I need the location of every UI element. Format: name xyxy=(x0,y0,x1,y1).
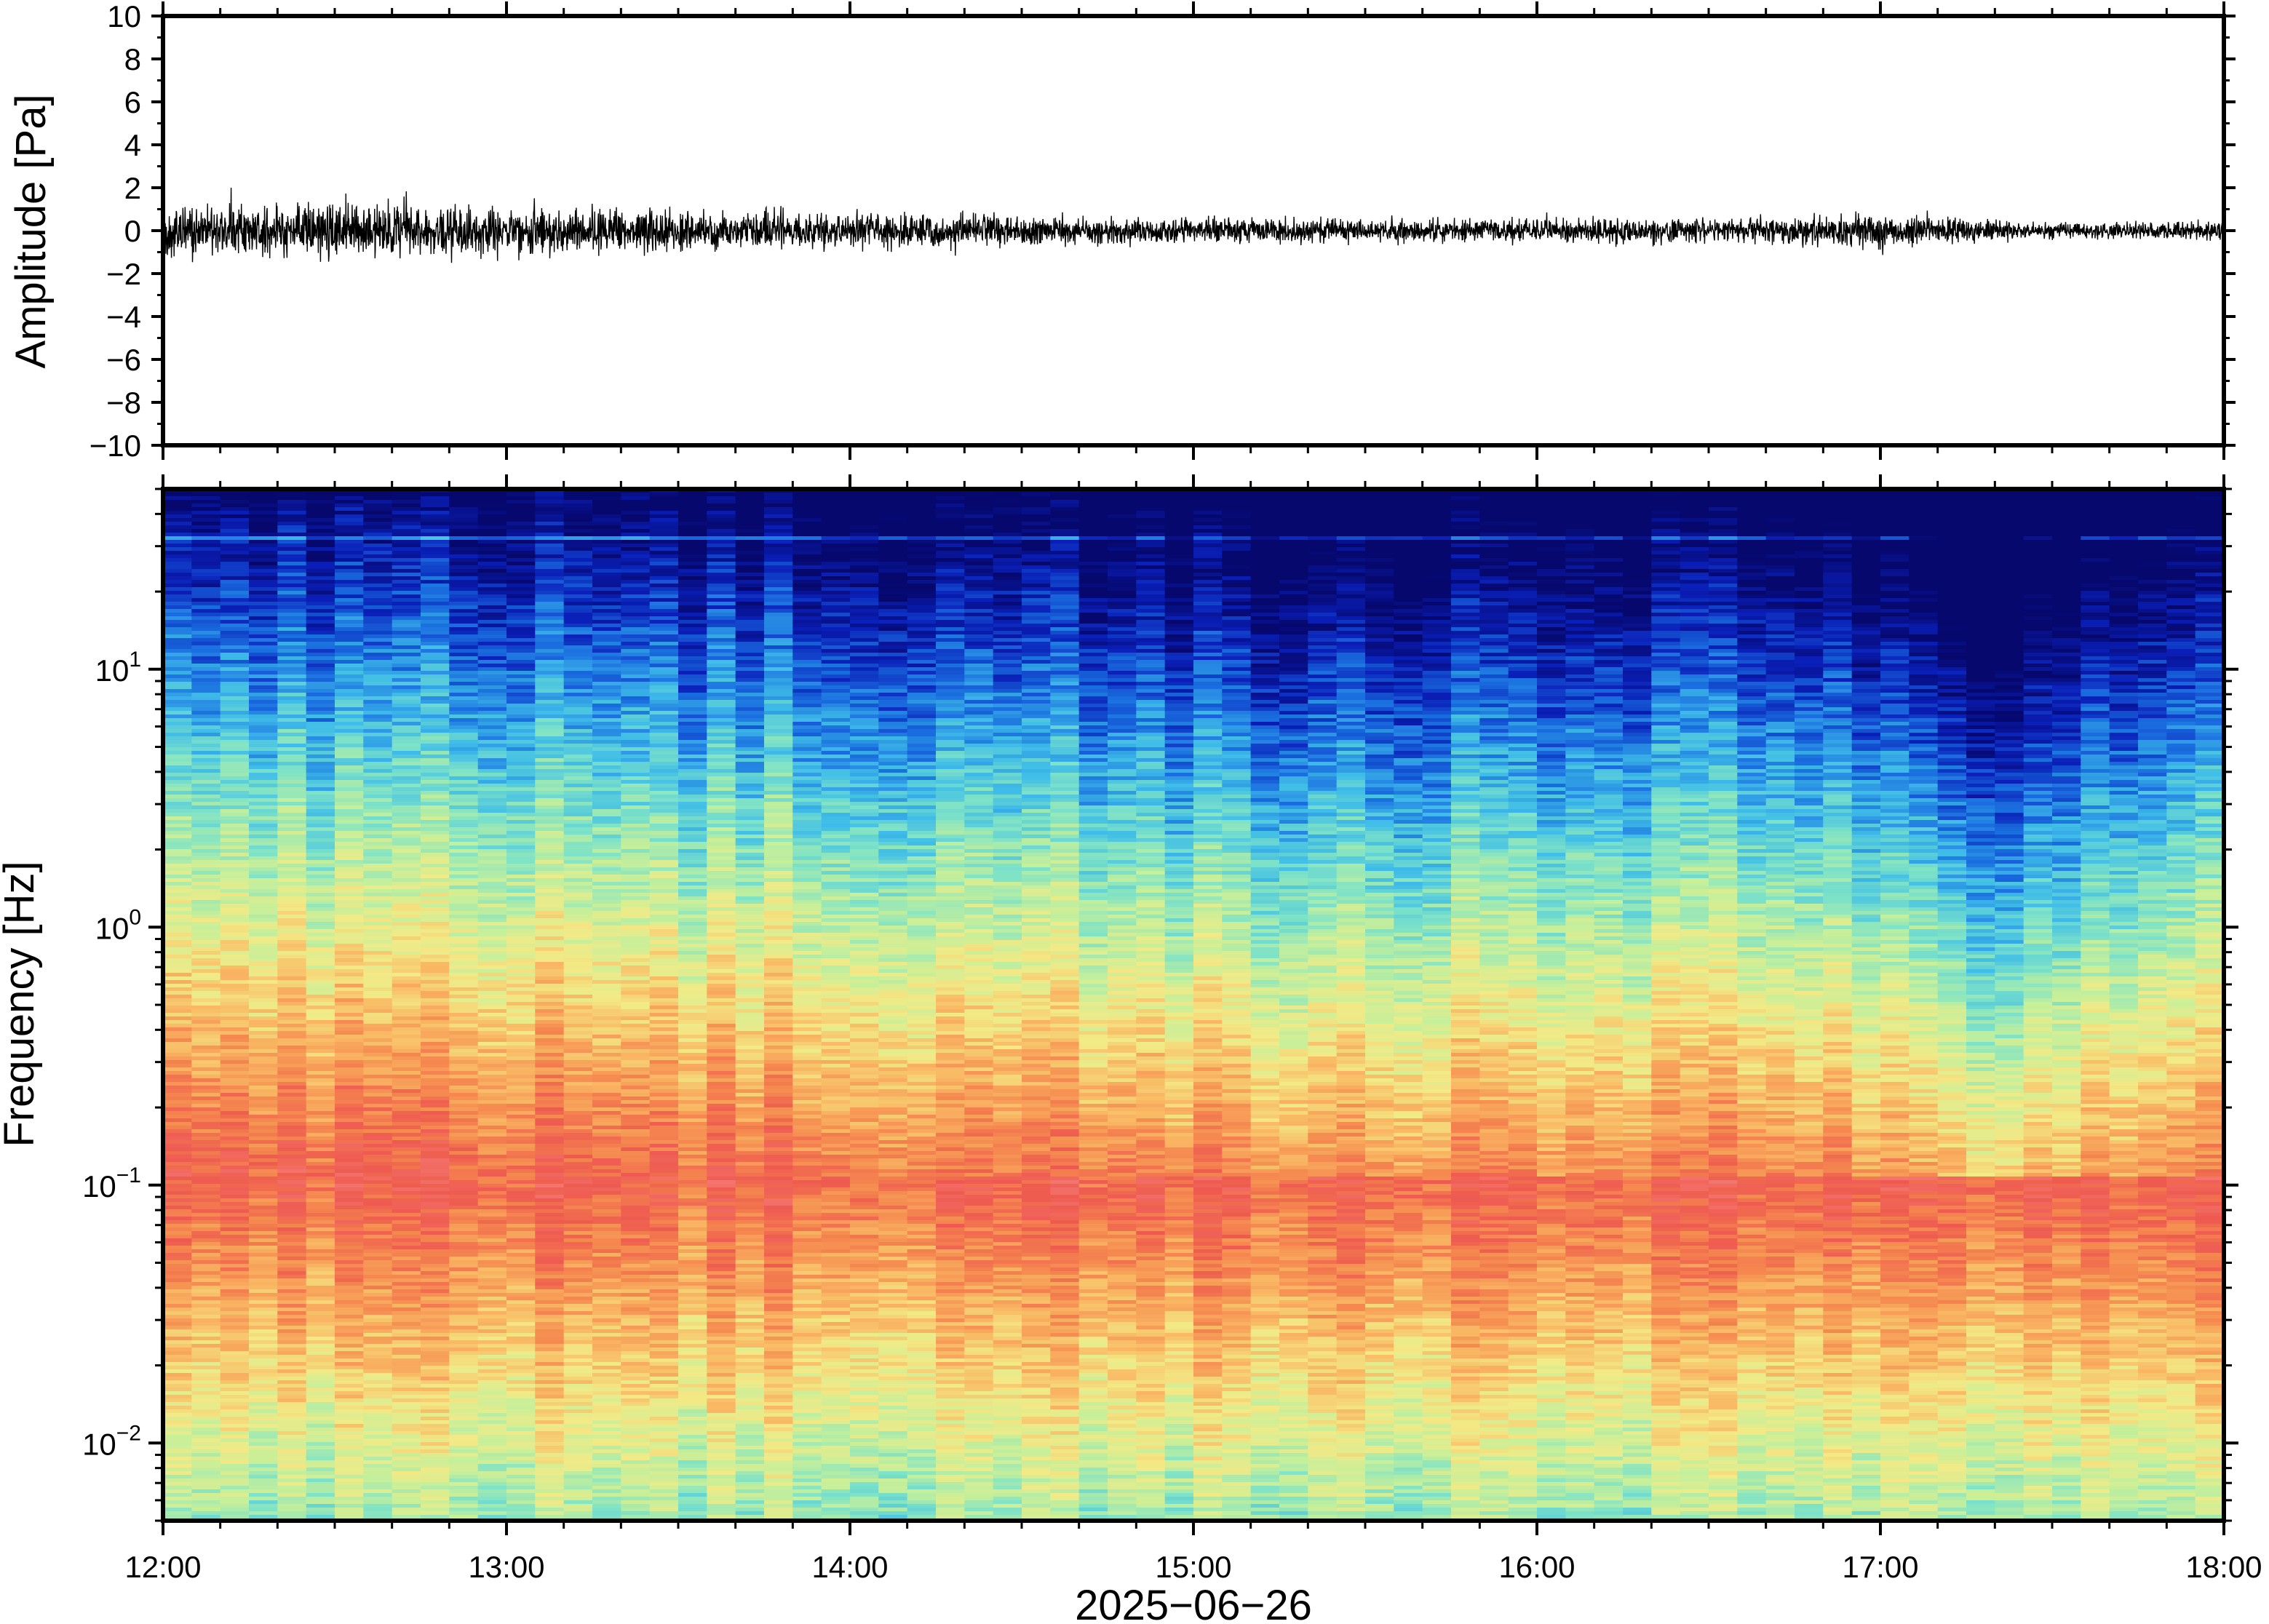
waveform-y-tick-label: 8 xyxy=(124,42,141,76)
waveform-y-tick-label: 0 xyxy=(124,214,141,248)
waveform-y-tick-label: −10 xyxy=(90,429,141,463)
waveform-y-tick-label: 10 xyxy=(107,0,141,33)
waveform-y-axis-label: Amplitude [Pa] xyxy=(7,94,55,368)
waveform-y-tick-label: −8 xyxy=(106,386,141,420)
waveform-panel: 10 8 6 4 2 0 −2 −4 −6 −8 −10 Amplitude [Pa] xyxy=(7,0,2236,463)
waveform-y-tick-label: 2 xyxy=(124,171,141,205)
spectrogram-heatmap xyxy=(163,489,2225,1523)
waveform-y-tick-label: −2 xyxy=(106,257,141,291)
waveform-y-tick-label: −4 xyxy=(106,300,141,334)
waveform-y-tick-label: 4 xyxy=(124,128,141,162)
waveform-y-tick-label: 6 xyxy=(124,85,141,119)
waveform-y-tick-label: −6 xyxy=(106,343,141,377)
